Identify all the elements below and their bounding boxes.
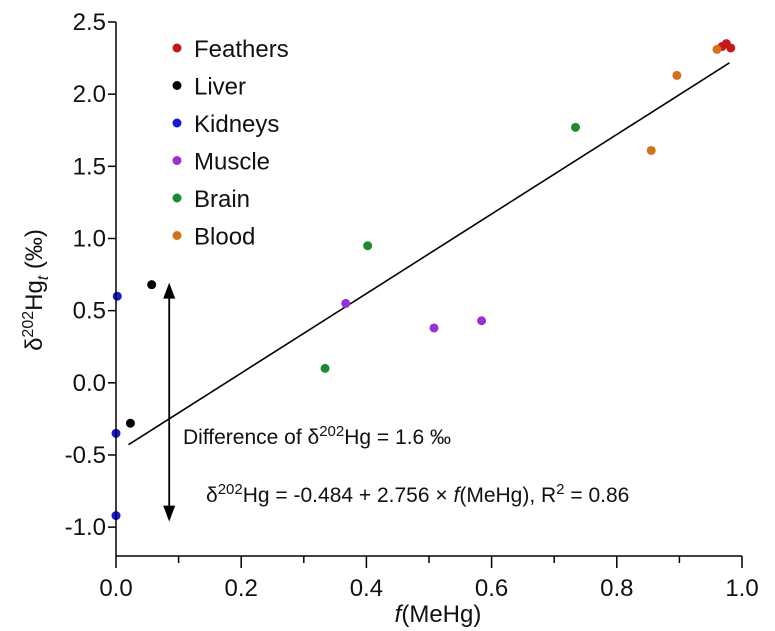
x-tick-label: 0.0 [99,575,132,602]
legend-label-brain: Brain [194,186,250,213]
point-liver [125,418,135,428]
legend-marker-feathers [172,43,182,53]
y-tick-label: -0.5 [65,442,106,469]
point-brain [320,363,330,373]
x-tick-label: 0.4 [350,575,383,602]
point-muscle [429,323,439,333]
legend-label-blood: Blood [194,224,255,251]
point-blood [712,44,722,54]
x-tick-label: 0.2 [225,575,258,602]
x-tick-label: 0.6 [475,575,508,602]
point-brain [363,241,373,251]
point-liver [147,280,157,290]
arrow-head-down [163,505,176,522]
point-muscle [477,316,487,326]
legend-label-feathers: Feathers [194,36,289,63]
y-tick-label: 2.0 [73,81,106,108]
x-tick-label: 0.8 [600,575,633,602]
y-tick-label: 1.5 [73,153,106,180]
legend-marker-blood [172,231,182,240]
point-blood [672,70,682,80]
y-axis-title: δ202Hgt (‰) [20,229,52,351]
point-muscle [341,298,351,308]
point-kidneys [112,291,122,301]
legend-marker-muscle [172,156,182,165]
legend-label-liver: Liver [194,74,246,101]
y-tick-label: -1.0 [65,514,106,541]
arrow-head-up [163,282,176,299]
y-tick-label: 1.0 [73,225,106,252]
point-blood [646,145,656,155]
legend-marker-brain [172,193,182,203]
difference-annotation: Difference of δ202Hg = 1.6 ‰ [183,423,451,449]
y-tick-label: 0.5 [73,298,106,325]
legend-label-kidneys: Kidneys [194,111,279,138]
regression-equation: δ202Hg = -0.484 + 2.756 × f(MeHg), R2 = … [206,481,629,507]
y-tick-label: 0.0 [73,370,106,397]
x-axis-title: f(MeHg) [395,601,482,628]
legend-label-muscle: Muscle [194,149,270,176]
point-brain [570,122,580,132]
point-feathers [726,43,736,53]
legend-marker-kidneys [172,118,182,128]
legend-marker-liver [172,81,182,90]
regression-line [128,62,730,446]
x-tick-label: 1.0 [725,575,758,602]
y-tick-label: 2.5 [73,9,106,36]
